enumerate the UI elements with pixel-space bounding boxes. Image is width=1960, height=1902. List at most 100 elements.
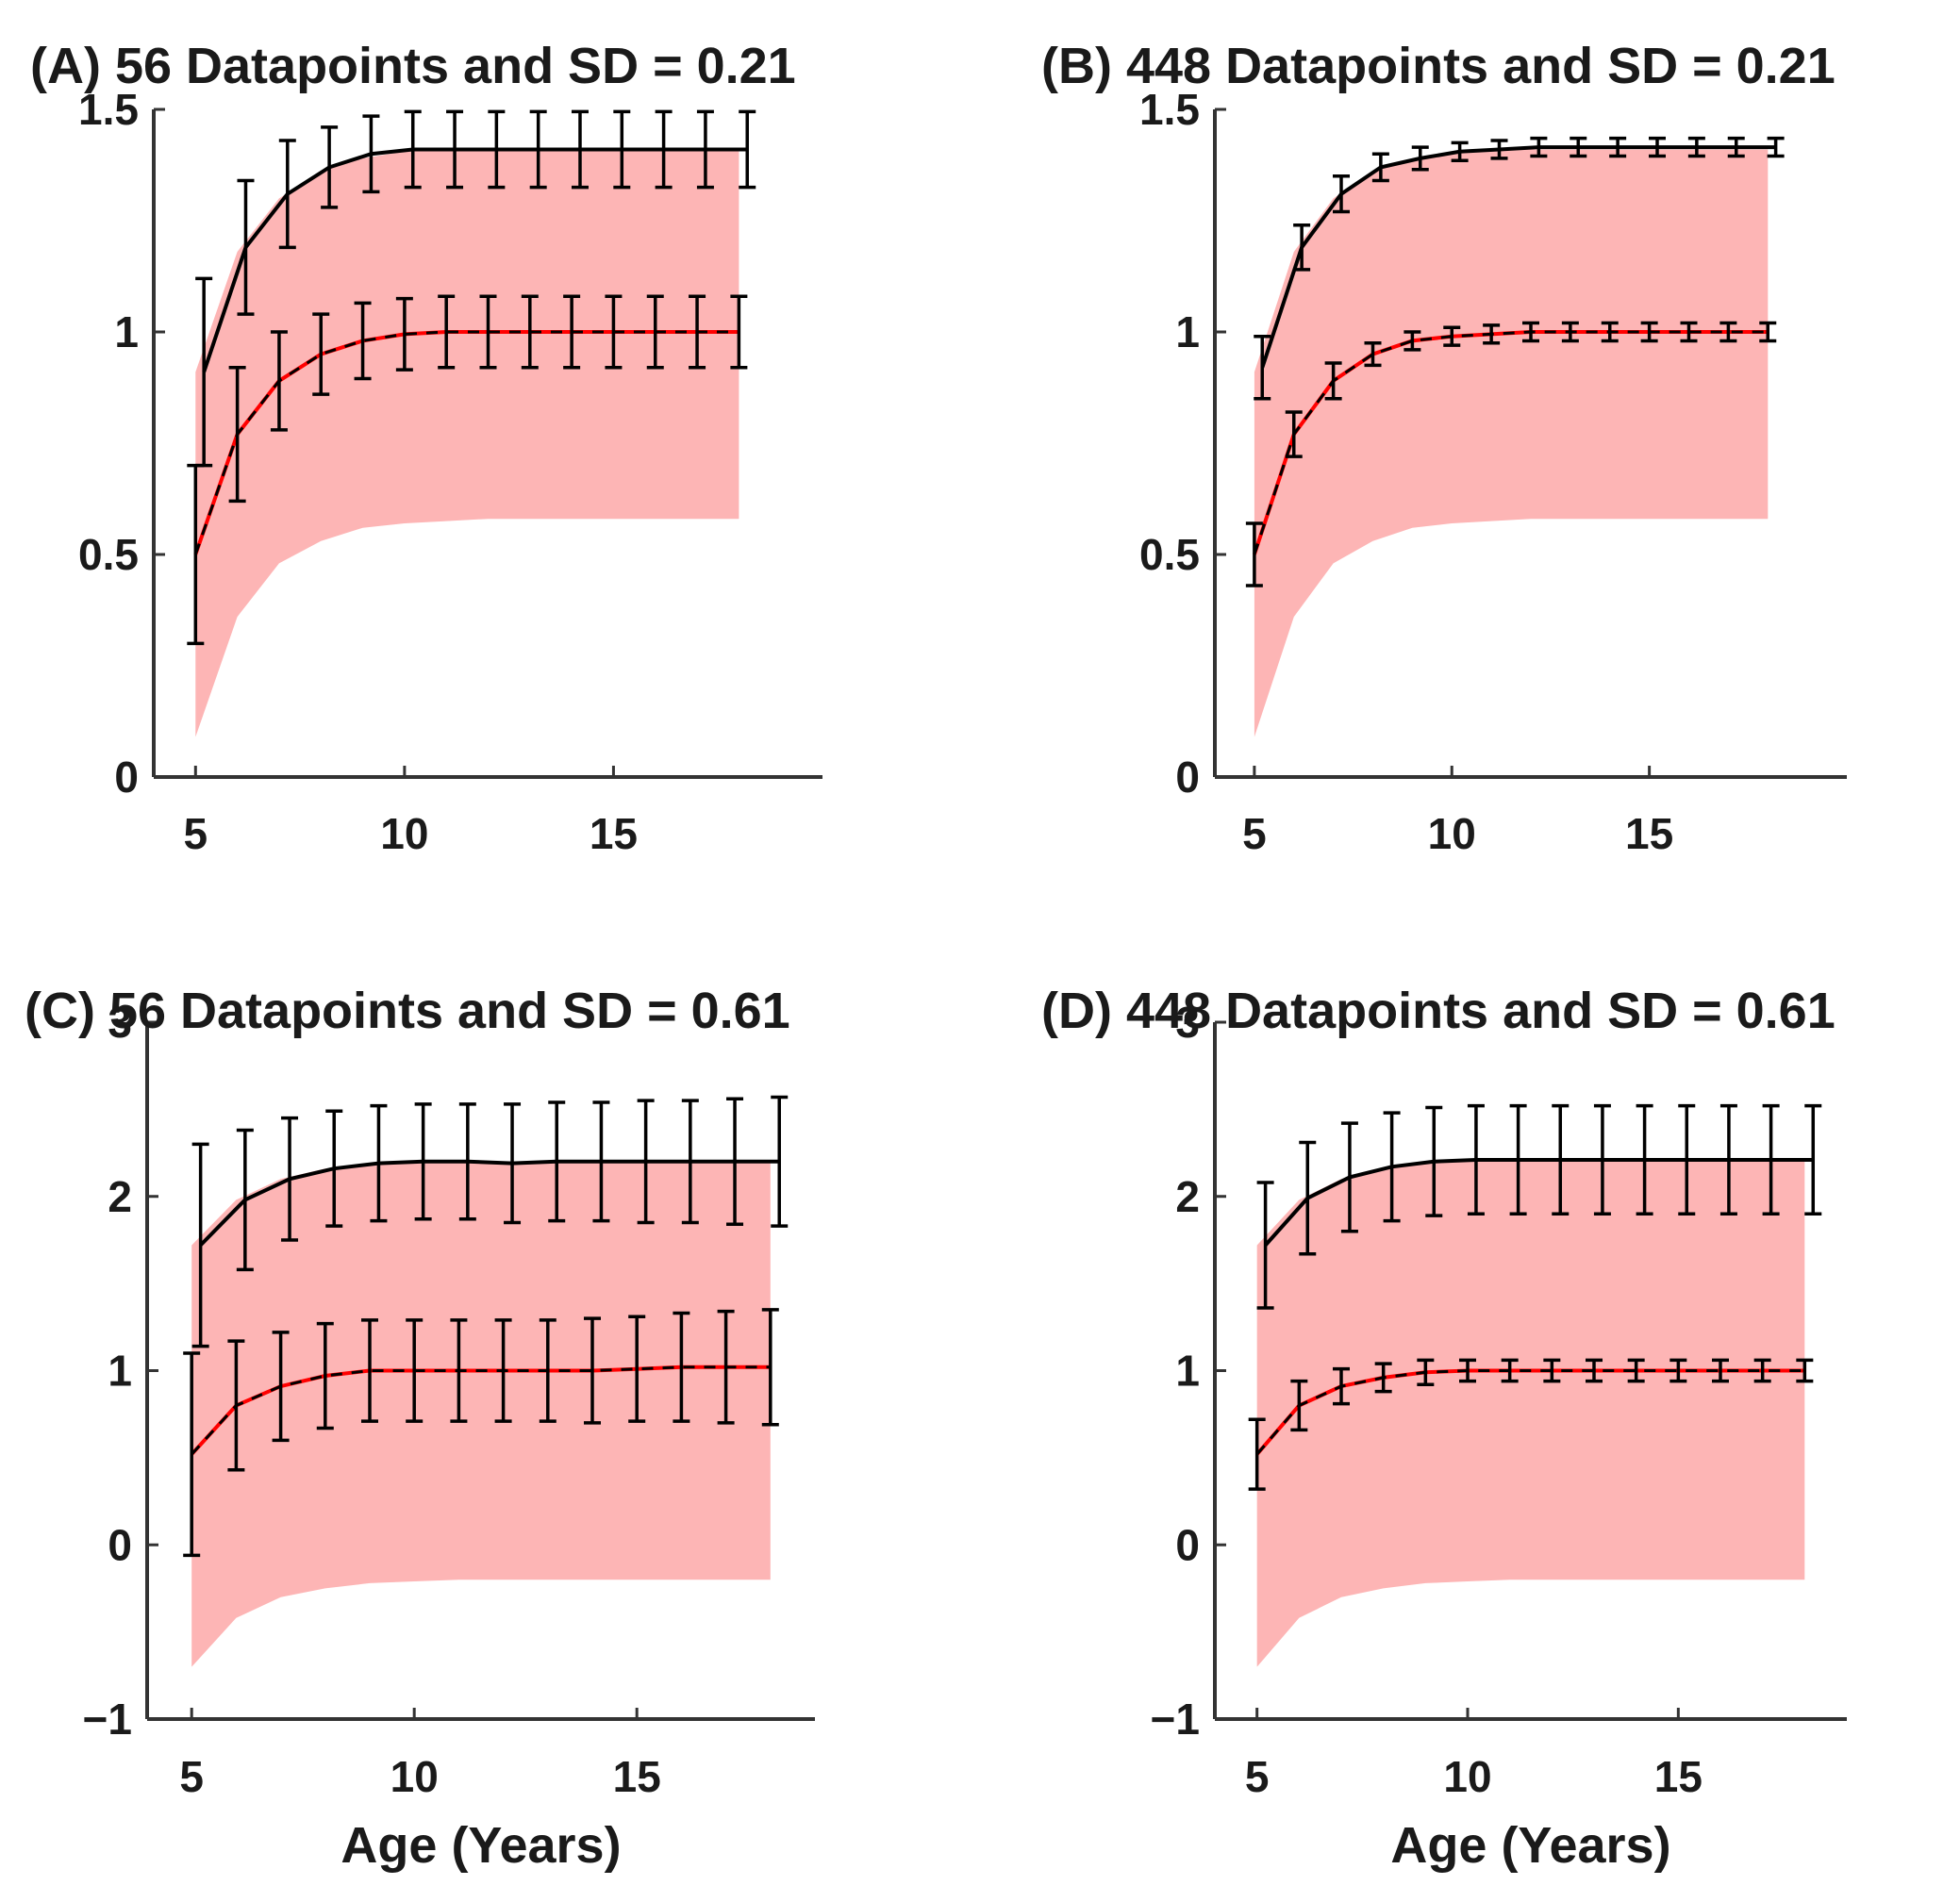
- panel-a: 0 0.5 1 1.5 5 10 15 (A) 56 Datapoints and SD = …: [30, 38, 822, 858]
- upper-estimate-error-bar: [637, 1099, 655, 1225]
- upper-estimate-error-bar: [1727, 136, 1745, 158]
- panel-c: −1 0 1 2 3 5 10 15 (C) 56 Datapoints and SD = 0.…: [25, 983, 815, 1874]
- upper-estimate-error-bar: [1293, 223, 1311, 272]
- x-tick-label: 15: [590, 809, 638, 858]
- mean-error-bar: [563, 294, 581, 370]
- x-tick-label: 15: [1625, 809, 1673, 858]
- mean-error-bar: [1248, 1417, 1266, 1491]
- confidence-band: [1256, 1161, 1805, 1667]
- panel-title: (C) 56 Datapoints and SD = 0.61: [25, 983, 790, 1039]
- upper-estimate-error-bar: [726, 1097, 744, 1227]
- mean-error-bar: [1324, 361, 1342, 401]
- mean-error-bar: [1333, 1366, 1350, 1406]
- upper-estimate-error-bar: [1371, 152, 1389, 183]
- mean-error-bar: [1404, 330, 1421, 352]
- y-tick-label: −1: [1151, 1695, 1200, 1744]
- mean-error-bar: [673, 1311, 690, 1423]
- upper-estimate-error-bar: [1609, 136, 1627, 158]
- mean-error-bar: [1374, 1362, 1392, 1394]
- upper-estimate-error-bar: [281, 1116, 299, 1242]
- mean-error-bar: [270, 330, 288, 432]
- x-tick-label: 10: [390, 1752, 439, 1801]
- x-tick-label: 5: [1245, 1752, 1270, 1801]
- upper-estimate-error-bar: [1593, 1103, 1611, 1216]
- y-tick-label: 1: [108, 1347, 132, 1396]
- mean-error-bar: [689, 294, 706, 370]
- mean-error-bar: [1753, 1358, 1771, 1383]
- mean-error-bar: [312, 312, 330, 396]
- upper-estimate-error-bar: [1383, 1111, 1401, 1223]
- y-tick-label: 1: [1175, 307, 1200, 356]
- upper-estimate-error-bar: [325, 1109, 343, 1228]
- upper-estimate-error-bar: [458, 1102, 476, 1221]
- panel-title: (B) 448 Datapoints and SD = 0.21: [1041, 38, 1835, 94]
- y-tick-label: 0: [114, 753, 139, 802]
- upper-estimate-error-bar: [488, 109, 506, 190]
- mean-error-bar: [1290, 1379, 1308, 1432]
- upper-estimate-error-bar: [655, 109, 673, 190]
- mean-error-bar: [605, 294, 623, 370]
- mean-error-bar: [1712, 1358, 1729, 1383]
- upper-estimate-error-bar: [1490, 139, 1508, 160]
- panel-title: (A) 56 Datapoints and SD = 0.21: [30, 38, 796, 94]
- mean-error-bar: [1601, 321, 1619, 343]
- upper-estimate-error-bar: [1636, 1103, 1653, 1216]
- x-tick-label: 10: [1443, 1752, 1491, 1801]
- y-tick-label: 0.5: [78, 530, 139, 579]
- mean-error-bar: [1669, 1358, 1687, 1383]
- mean-error-bar: [354, 301, 372, 381]
- mean-error-bar: [539, 1318, 556, 1423]
- y-tick-label: 2: [108, 1172, 132, 1221]
- y-tick-label: 1: [1175, 1347, 1200, 1396]
- upper-estimate-error-bar: [739, 109, 756, 190]
- y-tick-label: 3: [108, 998, 132, 1047]
- mean-line: [193, 330, 739, 555]
- confidence-band: [195, 149, 739, 737]
- upper-estimate-error-bar: [529, 109, 547, 190]
- mean-error-bar: [646, 294, 664, 370]
- upper-estimate-error-bar: [681, 1099, 699, 1225]
- upper-estimate-error-bar: [1467, 1103, 1485, 1216]
- mean-error-bar: [1796, 1358, 1814, 1383]
- mean-error-bar: [1501, 1358, 1519, 1383]
- mean-error-bar: [1443, 325, 1461, 347]
- mean-error-bar: [730, 294, 748, 370]
- y-tick-label: 0.5: [1139, 530, 1200, 579]
- mean-error-bar: [395, 296, 413, 372]
- mean-error-bar: [494, 1318, 512, 1423]
- mean-error-bar: [450, 1318, 468, 1423]
- upper-estimate-error-bar: [1411, 145, 1429, 172]
- mean-error-bar: [1245, 521, 1263, 587]
- upper-estimate-error-bar: [1552, 1103, 1570, 1216]
- mean-line-dashes: [1255, 1369, 1805, 1456]
- panel-title: (D) 448 Datapoints and SD = 0.61: [1041, 983, 1835, 1039]
- mean-error-bar: [1719, 321, 1737, 343]
- upper-estimate-error-bar: [1530, 136, 1548, 158]
- y-tick-label: 1: [114, 307, 139, 356]
- mean-error-bar: [1640, 321, 1658, 343]
- mean-error-bar: [628, 1315, 646, 1423]
- x-axis-label: Age (Years): [341, 1817, 621, 1874]
- upper-estimate-error-bar: [613, 109, 631, 190]
- mean-error-bar: [183, 1351, 201, 1558]
- x-axis-label: Age (Years): [1390, 1817, 1670, 1874]
- upper-estimate-error-bar: [1649, 136, 1666, 158]
- mean-error-bar: [1586, 1358, 1603, 1383]
- upper-estimate-error-bar: [362, 114, 380, 194]
- upper-estimate-error-bar: [404, 109, 422, 190]
- mean-error-bar: [1459, 1358, 1476, 1383]
- y-tick-label: 0: [1175, 753, 1200, 802]
- y-tick-label: 1.5: [78, 85, 139, 134]
- mean-error-bar: [406, 1318, 424, 1423]
- mean-error-bar: [316, 1321, 334, 1431]
- mean-error-bar: [361, 1318, 378, 1423]
- upper-estimate-error-bar: [1767, 136, 1785, 158]
- y-tick-label: 2: [1175, 1172, 1200, 1221]
- x-tick-label: 15: [1654, 1752, 1703, 1801]
- upper-estimate-error-bar: [1425, 1105, 1443, 1217]
- mean-error-bar: [227, 1339, 245, 1472]
- mean-error-bar: [1483, 323, 1501, 345]
- upper-estimate-error-bar: [1333, 174, 1350, 214]
- upper-estimate-line: [1264, 1158, 1814, 1247]
- upper-estimate-line: [202, 147, 748, 373]
